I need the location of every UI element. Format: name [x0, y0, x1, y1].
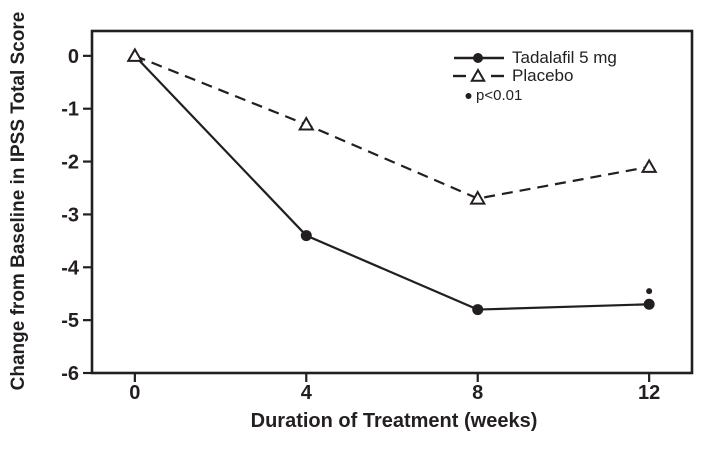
legend-label-tadalafil: Tadalafil 5 mg	[512, 48, 617, 67]
y-tick-label: -4	[61, 257, 80, 279]
legend-item-tadalafil: Tadalafil 5 mg	[453, 49, 617, 67]
data-point-triangle	[640, 158, 658, 173]
y-tick-label: 0	[68, 46, 79, 68]
solid-line-filled-circle-icon	[454, 53, 504, 63]
data-point-circle	[472, 304, 484, 316]
x-tick-label: 12	[638, 382, 660, 404]
significance-dot	[646, 288, 653, 295]
data-point-triangle	[126, 47, 144, 62]
y-tick-label: -6	[61, 363, 79, 385]
series-line	[134, 55, 650, 311]
significance-note-label: p<0.01	[476, 87, 523, 104]
data-point-circle	[300, 230, 312, 242]
x-tick-label: 0	[129, 382, 140, 404]
y-axis-title: Change from Baseline in IPSS Total Score	[8, 11, 29, 391]
data-point-triangle	[469, 190, 487, 205]
y-tick-label: -2	[61, 152, 79, 174]
legend-item-placebo: Placebo	[453, 67, 617, 85]
x-tick-label: 8	[472, 382, 483, 404]
y-tick-label: -5	[61, 310, 79, 332]
plot-border	[90, 29, 694, 375]
significance-dot-icon	[465, 92, 472, 99]
legend-note-significance: p<0.01	[464, 88, 617, 104]
legend-label-placebo: Placebo	[512, 66, 574, 85]
y-tick-label: -3	[61, 204, 79, 226]
series-line	[134, 54, 650, 200]
legend: Tadalafil 5 mg Placebo p<0.01	[453, 49, 617, 104]
data-point-circle	[643, 298, 655, 310]
dashed-line-open-triangle-icon	[453, 68, 504, 82]
x-axis-title: Duration of Treatment (weeks)	[250, 410, 538, 432]
data-point-triangle	[297, 116, 315, 131]
y-tick-label: -1	[61, 99, 79, 121]
x-tick-label: 4	[301, 382, 313, 404]
